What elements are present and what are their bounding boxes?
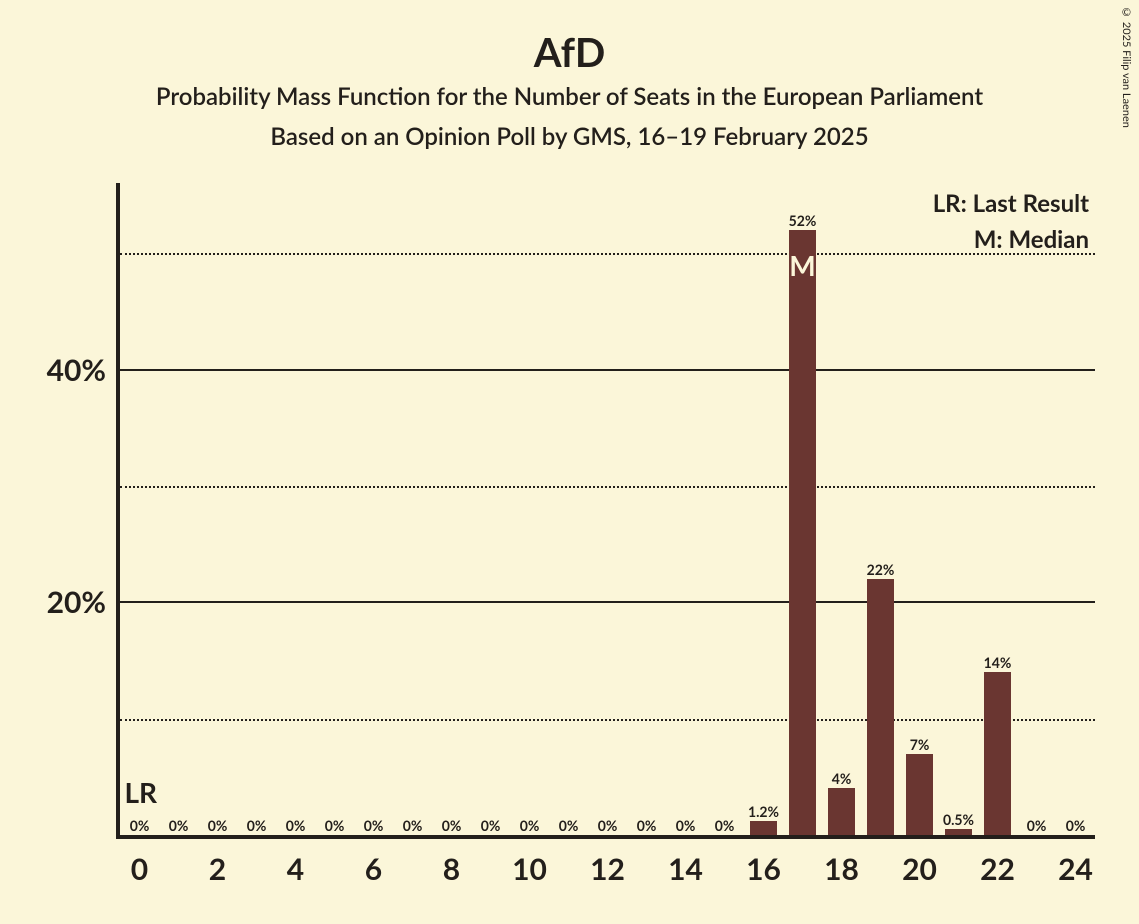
bar-value-label: 1.2% <box>748 803 779 820</box>
x-tick-label: 24 <box>1058 851 1093 887</box>
bar-value-label: 0% <box>676 817 696 834</box>
annotation-last-result: LR <box>125 775 158 809</box>
x-tick-label: 20 <box>902 851 937 887</box>
x-axis <box>116 835 1095 839</box>
bar <box>750 821 777 835</box>
bar <box>945 829 972 835</box>
bar-value-label: 0% <box>364 817 384 834</box>
plot-area: 0% 0% 0% 0% 0% 0% 0% 0% 0% 0% 0% 0% 0% 0% 0% 0% 1.2% 52% 4… <box>120 195 1095 835</box>
bar-value-label: 22% <box>867 561 895 578</box>
bar <box>789 230 816 835</box>
chart-container: AfD Probability Mass Function for the Nu… <box>0 0 1139 924</box>
gridline-minor <box>120 253 1095 255</box>
bar <box>828 788 855 835</box>
bar <box>906 754 933 835</box>
bar-value-label: 0% <box>715 817 735 834</box>
y-axis <box>116 183 120 835</box>
chart-subtitle-2: Based on an Opinion Poll by GMS, 16–19 F… <box>0 122 1139 151</box>
bar-value-label: 0% <box>130 817 150 834</box>
legend-last-result: LR: Last Result <box>933 189 1089 218</box>
bar-value-label: 4% <box>832 770 852 787</box>
x-tick-label: 0 <box>131 851 148 887</box>
x-tick-label: 14 <box>668 851 703 887</box>
copyright-text: © 2025 Filip van Laenen <box>1120 6 1133 128</box>
x-tick-label: 12 <box>590 851 625 887</box>
chart-subtitle-1: Probability Mass Function for the Number… <box>0 82 1139 111</box>
bar-value-label: 0% <box>403 817 423 834</box>
chart-title: AfD <box>0 28 1139 76</box>
x-tick-label: 10 <box>512 851 547 887</box>
x-tick-label: 4 <box>287 851 304 887</box>
bar-value-label: 0% <box>637 817 657 834</box>
bar-value-label: 0% <box>247 817 267 834</box>
bar-value-label: 0% <box>325 817 345 834</box>
bar-value-label: 0% <box>520 817 540 834</box>
y-tick-label: 20% <box>30 584 106 620</box>
bar-value-label: 0% <box>1027 817 1047 834</box>
x-tick-label: 6 <box>365 851 382 887</box>
gridline-minor <box>120 719 1095 721</box>
x-tick-label: 16 <box>746 851 781 887</box>
annotation-median: M <box>789 248 815 282</box>
x-tick-label: 8 <box>443 851 460 887</box>
bar-value-label: 7% <box>910 736 930 753</box>
legend-median: M: Median <box>974 225 1089 254</box>
bar-value-label: 0% <box>1066 817 1086 834</box>
bar-value-label: 0% <box>169 817 189 834</box>
x-tick-label: 2 <box>209 851 226 887</box>
bar <box>984 672 1011 835</box>
gridline-major <box>120 601 1095 603</box>
bar-value-label: 0% <box>559 817 579 834</box>
bar-value-label: 0% <box>286 817 306 834</box>
bar <box>867 579 894 835</box>
bar-value-label: 0% <box>598 817 618 834</box>
bar-value-label: 0.5% <box>943 811 974 828</box>
gridline-minor <box>120 486 1095 488</box>
bar-value-label: 0% <box>481 817 501 834</box>
bar-value-label: 14% <box>984 654 1012 671</box>
x-tick-label: 18 <box>824 851 859 887</box>
x-tick-label: 22 <box>980 851 1015 887</box>
bar-value-label: 52% <box>789 212 817 229</box>
bar-value-label: 0% <box>208 817 228 834</box>
bar-value-label: 0% <box>442 817 462 834</box>
y-tick-label: 40% <box>30 352 106 388</box>
gridline-major <box>120 369 1095 371</box>
